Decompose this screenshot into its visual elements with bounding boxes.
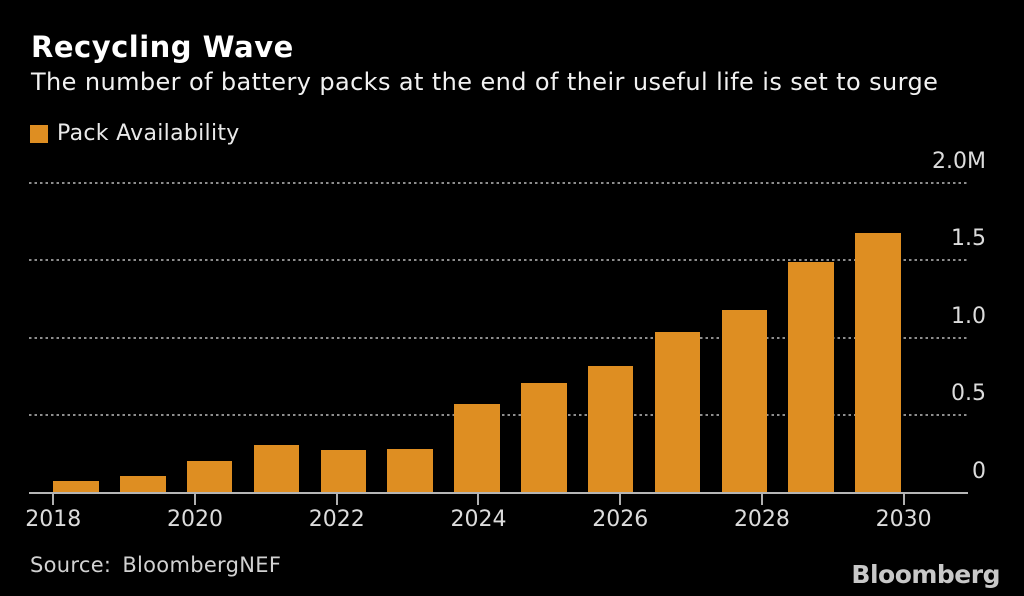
x-tick-2028 <box>760 494 763 505</box>
x-axis-label-2028: 2028 <box>733 507 790 532</box>
x-tick-2020 <box>194 494 197 505</box>
y-axis-label-1.5: 1.5 <box>951 226 986 252</box>
source-line: Source: BloombergNEF <box>30 553 281 577</box>
x-axis-label-2022: 2022 <box>308 507 365 532</box>
bar-2018 <box>53 481 99 492</box>
y-axis-label-2.0M: 2.0M <box>932 148 986 174</box>
bloomberg-logo: Bloomberg <box>851 560 1000 589</box>
chart-title: Recycling Wave <box>31 30 294 64</box>
chart-subtitle: The number of battery packs at the end o… <box>31 68 939 96</box>
y-axis-label-0.5: 0.5 <box>951 381 986 407</box>
bar-2019 <box>120 476 166 492</box>
x-axis-line <box>29 492 968 494</box>
gridline-2.0M <box>29 181 968 184</box>
gridline-1.5 <box>29 259 968 262</box>
bar-2027 <box>654 332 701 492</box>
x-tick-2022 <box>335 494 338 505</box>
source-value: BloombergNEF <box>122 553 282 577</box>
y-axis-label-0: 0 <box>972 459 986 484</box>
bar-2030 <box>855 232 901 492</box>
x-axis-label-2026: 2026 <box>592 507 649 532</box>
source-label: Source: <box>30 553 112 577</box>
bar-2025 <box>521 383 567 492</box>
gridline-1.0 <box>29 336 968 339</box>
bar-2029 <box>788 262 834 492</box>
x-axis-label-2018: 2018 <box>25 507 82 532</box>
bar-2023 <box>387 448 433 492</box>
bar-2024 <box>454 403 500 492</box>
bar-2020 <box>186 460 233 492</box>
legend-label: Pack Availability <box>57 121 240 146</box>
legend: Pack Availability <box>30 121 240 146</box>
x-tick-2018 <box>52 494 55 505</box>
bar-2028 <box>721 310 768 492</box>
x-axis-label-2020: 2020 <box>167 507 224 532</box>
bar-2021 <box>253 445 300 492</box>
x-tick-2030 <box>902 494 905 505</box>
bar-2026 <box>587 366 634 492</box>
x-tick-2024 <box>477 494 480 505</box>
bar-2022 <box>320 450 367 492</box>
legend-swatch-icon <box>30 124 48 143</box>
x-tick-2026 <box>619 494 622 505</box>
y-axis-label-1.0: 1.0 <box>951 303 986 329</box>
x-axis-label-2030: 2030 <box>875 507 932 532</box>
x-axis-label-2024: 2024 <box>450 507 507 532</box>
